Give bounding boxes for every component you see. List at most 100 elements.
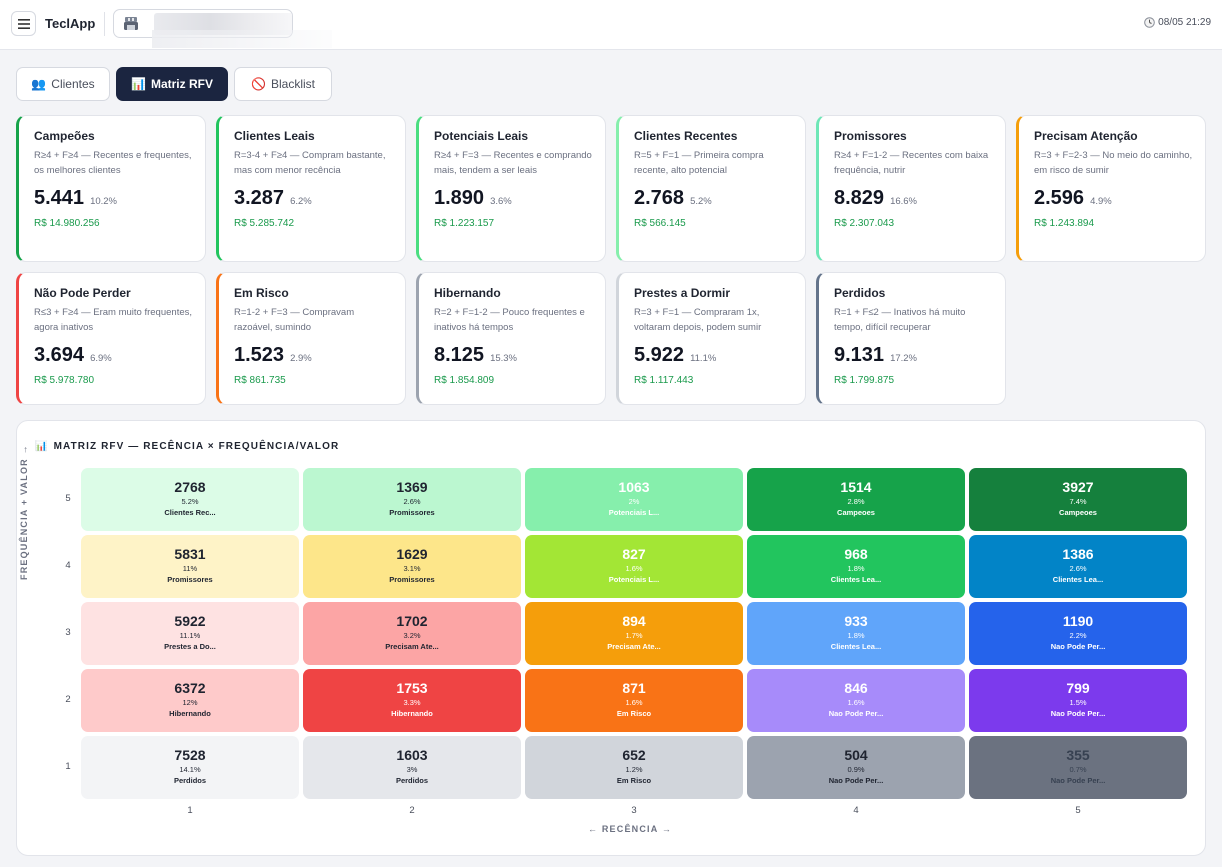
matrix-cell[interactable]: 799 1.5% Nao Pode Per... xyxy=(969,669,1187,732)
segment-count: 8.125 xyxy=(434,344,485,366)
cell-segment: Potenciais L... xyxy=(608,508,660,517)
matrix-cell[interactable]: 1603 3% Perdidos xyxy=(303,736,521,799)
segment-card[interactable]: Campeões R≥4 + F≥4 — Recentes e frequente… xyxy=(16,115,206,262)
segment-description: R≥4 + F≥4 — Recentes e frequentes, os me… xyxy=(34,150,192,176)
segment-card[interactable]: Não Pode Perder R≤3 + F≥4 — Eram muito fr… xyxy=(16,272,206,405)
cell-segment: Campeoes xyxy=(1059,508,1097,517)
store-selector[interactable] xyxy=(113,9,293,38)
matrix-cell[interactable]: 5831 11% Promissores xyxy=(81,535,299,598)
matrix-cell[interactable]: 871 1.6% Em Risco xyxy=(525,669,743,732)
segment-card[interactable]: Hibernando R=2 + F=1-2 — Pouco frequentes… xyxy=(416,272,606,405)
cell-count: 1603 xyxy=(396,747,428,763)
segment-card[interactable]: Clientes Leais R=3-4 + F≥4 — Compram bast… xyxy=(216,115,406,262)
matrix-cell[interactable]: 1514 2.8% Campeoes xyxy=(747,468,965,531)
segment-count: 8.829 xyxy=(834,187,885,209)
segment-card[interactable]: Potenciais Leais R≥4 + F=3 — Recentes e c… xyxy=(416,115,606,262)
segment-stat: 3.287 6.2% xyxy=(234,187,405,210)
matrix-cell[interactable]: 1753 3.3% Hibernando xyxy=(303,669,521,732)
clock-text: 08/05 21:29 xyxy=(1158,17,1211,28)
segment-description: R=5 + F=1 — Primeira compra recente, alt… xyxy=(634,150,764,176)
matrix-cell[interactable]: 6372 12% Hibernando xyxy=(81,669,299,732)
segment-value: R$ 1.799.875 xyxy=(834,375,895,386)
cell-segment: Clientes Lea... xyxy=(1052,575,1104,584)
cell-segment: Nao Pode Per... xyxy=(1050,642,1106,651)
cell-segment: Promissores xyxy=(167,575,213,584)
cell-segment: Promissores xyxy=(389,508,435,517)
tab-matriz-rfv[interactable]: 📊 Matriz RFV xyxy=(116,67,228,101)
x-axis-label: ← RECÊNCIA → xyxy=(587,824,673,834)
cell-segment: Hibernando xyxy=(169,709,211,718)
segment-count: 5.441 xyxy=(34,187,85,209)
matrix-cell[interactable]: 827 1.6% Potenciais L... xyxy=(525,535,743,598)
cell-segment: Prestes a Do... xyxy=(164,642,216,651)
segment-card[interactable]: Clientes Recentes R=5 + F=1 — Primeira co… xyxy=(616,115,806,262)
tab-blacklist[interactable]: 🚫 Blacklist xyxy=(234,67,332,101)
matrix-cell[interactable]: 1386 2.6% Clientes Lea... xyxy=(969,535,1187,598)
matrix-cell[interactable]: 1702 3.2% Precisam Ate... xyxy=(303,602,521,665)
cell-percent: 1.5% xyxy=(1069,698,1087,707)
matrix-cell[interactable]: 504 0.9% Nao Pode Per... xyxy=(747,736,965,799)
matrix-title-text: MATRIZ RFV — RECÊNCIA × FREQUÊNCIA/VALOR xyxy=(53,441,340,452)
matrix-title: 📊 MATRIZ RFV — RECÊNCIA × FREQUÊNCIA/VAL… xyxy=(35,441,339,452)
segment-name: Em Risco xyxy=(234,286,289,300)
matrix-cell[interactable]: 7528 14.1% Perdidos xyxy=(81,736,299,799)
segment-name: Campeões xyxy=(34,129,95,143)
matrix-cell[interactable]: 1190 2.2% Nao Pode Per... xyxy=(969,602,1187,665)
segment-description: R=3 + F=1 — Compraram 1x, voltaram depoi… xyxy=(634,307,762,333)
matrix-cell[interactable]: 1063 2% Potenciais L... xyxy=(525,468,743,531)
x-tick-label: 2 xyxy=(409,805,415,816)
matrix-cell[interactable]: 1369 2.6% Promissores xyxy=(303,468,521,531)
clock: 08/05 21:29 xyxy=(1144,17,1211,28)
cell-count: 933 xyxy=(844,613,868,629)
cell-segment: Nao Pode Per... xyxy=(1050,776,1106,785)
cell-percent: 1.2% xyxy=(625,765,643,774)
tab-label: Blacklist xyxy=(270,77,315,91)
matrix-cell[interactable]: 5922 11.1% Prestes a Do... xyxy=(81,602,299,665)
segment-percent: 5.2% xyxy=(690,196,712,207)
redacted-overlay xyxy=(152,30,332,48)
cell-count: 5922 xyxy=(174,613,206,629)
cell-percent: 2.8% xyxy=(847,497,865,506)
cell-segment: Promissores xyxy=(389,575,435,584)
segment-description: R≤3 + F≥4 — Eram muito frequentes, agora… xyxy=(34,307,193,333)
segment-stat: 2.596 4.9% xyxy=(1034,187,1205,210)
cell-percent: 1.6% xyxy=(847,698,865,707)
cell-percent: 12% xyxy=(182,698,198,707)
matrix-cell[interactable]: 968 1.8% Clientes Lea... xyxy=(747,535,965,598)
segment-percent: 10.2% xyxy=(90,196,117,207)
segment-percent: 6.9% xyxy=(90,353,112,364)
cell-count: 1369 xyxy=(396,479,428,495)
segment-card[interactable]: Precisam Atenção R=3 + F=2-3 — No meio do… xyxy=(1016,115,1206,262)
cell-segment: Perdidos xyxy=(395,776,429,785)
matrix-cell[interactable]: 933 1.8% Clientes Lea... xyxy=(747,602,965,665)
matrix-cell[interactable]: 2768 5.2% Clientes Rec... xyxy=(81,468,299,531)
segment-name: Promissores xyxy=(834,129,907,143)
cell-segment: Nao Pode Per... xyxy=(828,776,884,785)
y-axis-label: FREQUÊNCIA + VALOR → xyxy=(19,444,29,580)
tab-clientes[interactable]: 👥 Clientes xyxy=(16,67,110,101)
segment-card[interactable]: Prestes a Dormir R=3 + F=1 — Compraram 1x… xyxy=(616,272,806,405)
segment-card[interactable]: Em Risco R=1-2 + F=3 — Compravam razoável… xyxy=(216,272,406,405)
matrix-cell[interactable]: 652 1.2% Em Risco xyxy=(525,736,743,799)
y-tick-label: 2 xyxy=(65,694,71,705)
segment-percent: 3.6% xyxy=(490,196,512,207)
segment-description: R≥4 + F=1-2 — Recentes com baixa frequên… xyxy=(834,150,989,176)
cell-percent: 11.1% xyxy=(179,631,201,640)
segment-name: Potenciais Leais xyxy=(434,129,529,143)
users-icon: 👥 xyxy=(31,77,47,91)
cell-count: 827 xyxy=(622,546,646,562)
cell-count: 504 xyxy=(844,747,868,763)
matrix-cell[interactable]: 846 1.6% Nao Pode Per... xyxy=(747,669,965,732)
matrix-cell[interactable]: 1629 3.1% Promissores xyxy=(303,535,521,598)
segment-description: R=1 + F≤2 — Inativos há muito tempo, dif… xyxy=(834,307,966,333)
segment-name: Clientes Leais xyxy=(234,129,315,143)
cell-segment: Nao Pode Per... xyxy=(1050,709,1106,718)
matrix-cell[interactable]: 355 0.7% Nao Pode Per... xyxy=(969,736,1187,799)
menu-button[interactable] xyxy=(11,11,36,36)
matrix-cell[interactable]: 894 1.7% Precisam Ate... xyxy=(525,602,743,665)
cell-count: 1629 xyxy=(396,546,428,562)
segment-card[interactable]: Perdidos R=1 + F≤2 — Inativos há muito te… xyxy=(816,272,1006,405)
segment-description: R=2 + F=1-2 — Pouco frequentes e inativo… xyxy=(434,307,585,333)
matrix-cell[interactable]: 3927 7.4% Campeoes xyxy=(969,468,1187,531)
segment-card[interactable]: Promissores R≥4 + F=1-2 — Recentes com ba… xyxy=(816,115,1006,262)
